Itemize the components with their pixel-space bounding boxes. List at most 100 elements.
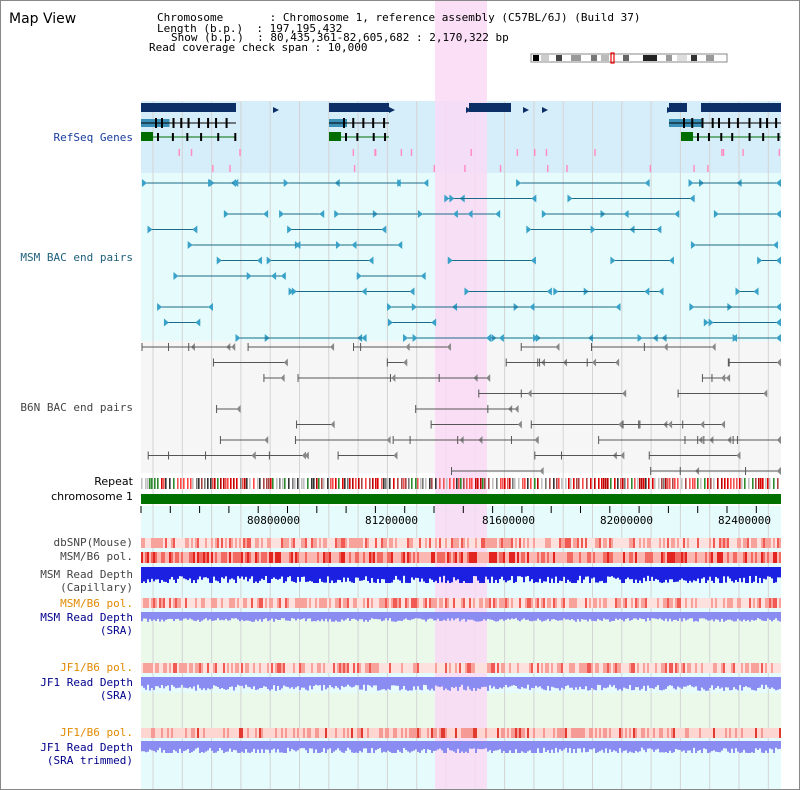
- read-depth-bar: [687, 677, 689, 686]
- read-depth-bar: [631, 677, 633, 691]
- exon: [234, 133, 237, 141]
- read-depth-bar: [697, 741, 699, 751]
- polymorphism-cell: [481, 663, 483, 673]
- polymorphism-cell: [201, 552, 203, 563]
- b6n-bac-end: [301, 451, 306, 460]
- read-depth-bar: [413, 677, 415, 687]
- polymorphism-cell: [385, 538, 387, 548]
- track-label-msm-depth-sra[interactable]: MSM Read Depth: [40, 611, 133, 624]
- polymorphism-cell: [261, 552, 263, 563]
- polymorphism-cell: [741, 598, 743, 608]
- msm-bac-end: [335, 241, 341, 249]
- track-label-dbsnp[interactable]: dbSNP(Mouse): [53, 536, 133, 549]
- polymorphism-cell: [583, 663, 585, 673]
- read-depth-bar: [507, 567, 509, 581]
- msm-bac-end: [187, 241, 193, 249]
- polymorphism-cell: [529, 552, 531, 563]
- track-label-msm-depth-capillary[interactable]: MSM Read Depth: [40, 568, 133, 581]
- polymorphism-cell: [771, 663, 773, 673]
- read-depth-bar: [745, 567, 747, 583]
- read-depth-bar: [167, 677, 169, 686]
- read-depth-bar: [587, 567, 589, 577]
- ideogram-band: [601, 55, 609, 61]
- polymorphism-cell: [175, 538, 177, 548]
- track-label-b6n-bac[interactable]: B6N BAC end pairs: [20, 401, 133, 414]
- read-depth-bar: [543, 567, 545, 582]
- polymorphism-cell: [773, 728, 775, 738]
- msm-bac-end: [147, 225, 153, 234]
- b6n-bac-end: [304, 451, 309, 460]
- polymorphism-cell: [551, 728, 553, 738]
- polymorphism-cell: [655, 728, 657, 738]
- repeat-element: [558, 478, 560, 489]
- polymorphism-cell: [775, 598, 777, 608]
- b6n-bac-end: [236, 405, 241, 413]
- polymorphism-cell: [181, 598, 183, 608]
- polymorphism-cell: [675, 598, 677, 608]
- read-depth-bar: [693, 567, 695, 581]
- read-depth-bar: [731, 567, 733, 582]
- read-depth-bar: [341, 677, 343, 686]
- track-label-jf1-b6-pol-2[interactable]: JF1/B6 pol.: [60, 726, 133, 739]
- read-depth-bar: [323, 612, 325, 622]
- polymorphism-cell: [475, 728, 477, 738]
- polymorphism-cell: [355, 728, 357, 738]
- read-depth-bar: [421, 612, 423, 620]
- polymorphism-cell: [315, 552, 317, 563]
- repeat-element: [180, 478, 182, 489]
- read-depth-bar: [749, 612, 751, 622]
- track-label-msm-b6-pol-1[interactable]: MSM/B6 pol.: [60, 550, 133, 563]
- read-depth-bar: [521, 677, 523, 688]
- read-depth-bar: [311, 567, 313, 582]
- polymorphism-cell: [517, 598, 519, 608]
- polymorphism-cell: [705, 538, 707, 548]
- repeat-element: [530, 478, 532, 489]
- polymorphism-cell: [521, 663, 523, 673]
- read-depth-bar: [627, 677, 629, 689]
- read-depth-bar: [399, 612, 401, 621]
- read-depth-bar: [285, 612, 287, 621]
- repeat-element: [259, 478, 261, 489]
- read-depth-bar: [625, 567, 627, 580]
- polymorphism-cell: [647, 598, 649, 608]
- read-depth-bar: [545, 567, 547, 582]
- read-depth-bar: [429, 741, 431, 750]
- track-label-chromosome[interactable]: chromosome 1: [51, 490, 133, 503]
- polymorphism-cell: [501, 728, 503, 738]
- track-label-jf1-depth-trimmed[interactable]: JF1 Read Depth: [40, 741, 133, 754]
- b6n-bac-end: [405, 343, 410, 351]
- polymorphism-cell: [663, 663, 665, 673]
- polymorphism-cell: [735, 598, 737, 608]
- polymorphism-cell: [593, 552, 595, 563]
- polymorphism-cell: [509, 598, 511, 608]
- polymorphism-cell: [677, 552, 679, 563]
- polymorphism-cell: [451, 552, 453, 563]
- track-label-jf1-depth-sra[interactable]: JF1 Read Depth: [40, 676, 133, 689]
- polymorphism-cell: [577, 552, 579, 563]
- polymorphism-cell: [713, 538, 715, 548]
- read-depth-bar: [695, 741, 697, 753]
- polymorphism-cell: [431, 552, 433, 563]
- polymorphism-cell: [727, 598, 729, 608]
- polymorphism-cell: [503, 728, 505, 738]
- read-depth-bar: [715, 612, 717, 620]
- polymorphism-cell: [351, 663, 353, 673]
- read-depth-bar: [353, 567, 355, 583]
- track-label-jf1-b6-pol-1[interactable]: JF1/B6 pol.: [60, 661, 133, 674]
- msm-bac-end: [271, 272, 277, 280]
- track-label-repeat[interactable]: Repeat: [94, 475, 133, 488]
- polymorphism-cell: [545, 728, 547, 738]
- polymorphism-cell: [309, 538, 311, 548]
- track-label-msm-b6-pol-2[interactable]: MSM/B6 pol.: [60, 597, 133, 610]
- read-depth-bar: [175, 567, 177, 583]
- polymorphism-cell: [159, 552, 161, 563]
- polymorphism-cell: [295, 598, 297, 608]
- repeat-element: [207, 478, 209, 489]
- polymorphism-cell: [453, 598, 455, 608]
- polymorphism-cell: [473, 552, 475, 563]
- track-label-refseq[interactable]: RefSeq Genes: [53, 131, 133, 144]
- polymorphism-cell: [385, 728, 387, 738]
- b6n-bac-end: [663, 343, 668, 351]
- track-label-msm-bac[interactable]: MSM BAC end pairs: [20, 251, 133, 264]
